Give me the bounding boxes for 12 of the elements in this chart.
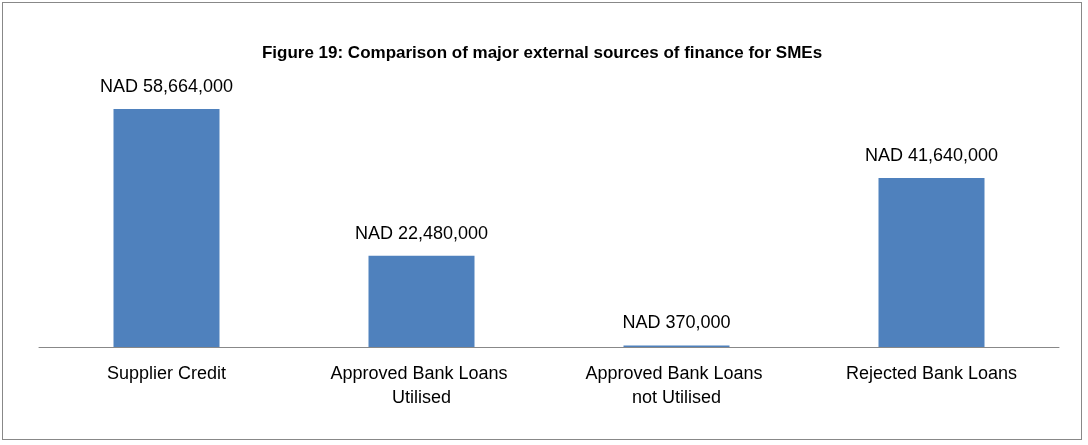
x-tick-label: Approved Bank Loans not Utilised [585,363,768,407]
chart-title: Figure 19: Comparison of major external sources of finance for SMEs [261,43,823,62]
data-label: NAD 58,664,000 [99,76,234,96]
x-tick-label: Supplier Credit [106,363,227,383]
data-label: NAD 41,640,000 [864,145,999,166]
data-label: NAD 370,000 [622,312,731,333]
data-label: NAD 22,480,000 [354,222,489,243]
bar [878,178,985,347]
x-tick-label: Rejected Bank Loans [845,363,1018,383]
bar [368,255,475,347]
x-tick-label: Approved Bank Loans Utilised [330,363,513,407]
bar [113,109,220,347]
